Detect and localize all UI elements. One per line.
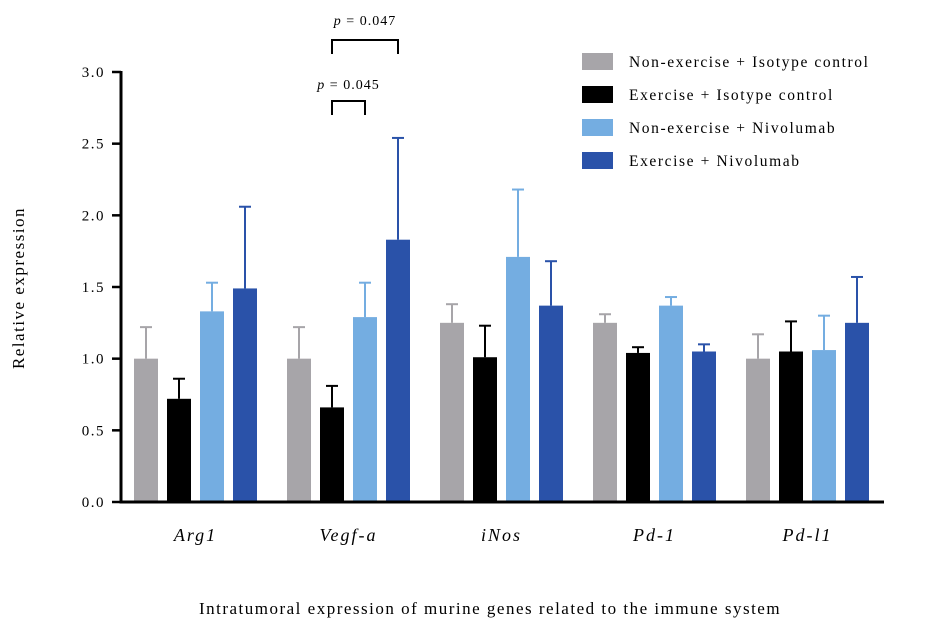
bar-pd-l1-series-1	[746, 359, 770, 502]
x-category-label: Pd-1	[632, 525, 676, 545]
bar-vegf-a-series-2	[320, 407, 344, 502]
bar-arg1-series-2	[167, 399, 191, 502]
y-tick-label: 1.0	[82, 352, 105, 368]
legend-swatch	[582, 86, 613, 103]
bar-arg1-series-1	[134, 359, 158, 502]
legend-label: Exercise + Nivolumab	[629, 153, 801, 170]
bar-pd-1-series-4	[692, 352, 716, 503]
bar-arg1-series-3	[200, 311, 224, 502]
x-category-label: Arg1	[173, 525, 217, 545]
x-axis-title: Intratumoral expression of murine genes …	[199, 599, 781, 618]
p-value: = 0.045	[325, 78, 379, 93]
legend-label: Non-exercise + Nivolumab	[629, 120, 836, 137]
y-tick-label: 1.5	[82, 280, 105, 296]
bar-inos-series-2	[473, 357, 497, 502]
bar-pd-1-series-1	[593, 323, 617, 502]
p-value-label: p = 0.045	[316, 78, 379, 93]
y-tick-label: 0.5	[82, 423, 105, 439]
bar-inos-series-3	[506, 257, 530, 502]
y-ticks: 0.0 0.5 1.0 1.5 2.0 2.5 3.0	[82, 65, 121, 511]
bar-inos-series-1	[440, 323, 464, 502]
p-symbol: p	[333, 14, 342, 29]
x-category-label: Vegf-a	[320, 525, 378, 545]
y-tick-label: 2.5	[82, 137, 105, 153]
bar-vegf-a-series-1	[287, 359, 311, 502]
bar-inos-series-4	[539, 306, 563, 502]
legend-swatch	[582, 53, 613, 70]
y-tick-label: 2.0	[82, 208, 105, 224]
bar-pd-1-series-3	[659, 306, 683, 502]
p-symbol: p	[316, 78, 325, 93]
x-category-labels: Arg1 Vegf-a iNos Pd-1 Pd-l1	[173, 525, 833, 545]
bar-pd-l1-series-3	[812, 350, 836, 502]
p-value: = 0.047	[342, 14, 396, 29]
legend-label: Non-exercise + Isotype control	[629, 54, 870, 71]
bar-pd-1-series-2	[626, 353, 650, 502]
bar-pd-l1-series-2	[779, 352, 803, 503]
legend: Non-exercise + Isotype control Exercise +…	[582, 53, 870, 170]
p-value-label: p = 0.047	[333, 14, 396, 29]
y-axis-title: Relative expression	[9, 207, 28, 369]
x-category-label: Pd-l1	[782, 525, 833, 545]
significance-bracket	[332, 40, 398, 54]
y-tick-label: 0.0	[82, 495, 105, 511]
bar-arg1-series-4	[233, 288, 257, 502]
legend-swatch	[582, 152, 613, 169]
bar-vegf-a-series-4	[386, 240, 410, 502]
legend-swatch	[582, 119, 613, 136]
legend-label: Exercise + Isotype control	[629, 87, 834, 104]
x-category-label: iNos	[481, 525, 522, 545]
bar-vegf-a-series-3	[353, 317, 377, 502]
significance-bracket	[332, 101, 365, 115]
bar-pd-l1-series-4	[845, 323, 869, 502]
y-tick-label: 3.0	[82, 65, 105, 81]
